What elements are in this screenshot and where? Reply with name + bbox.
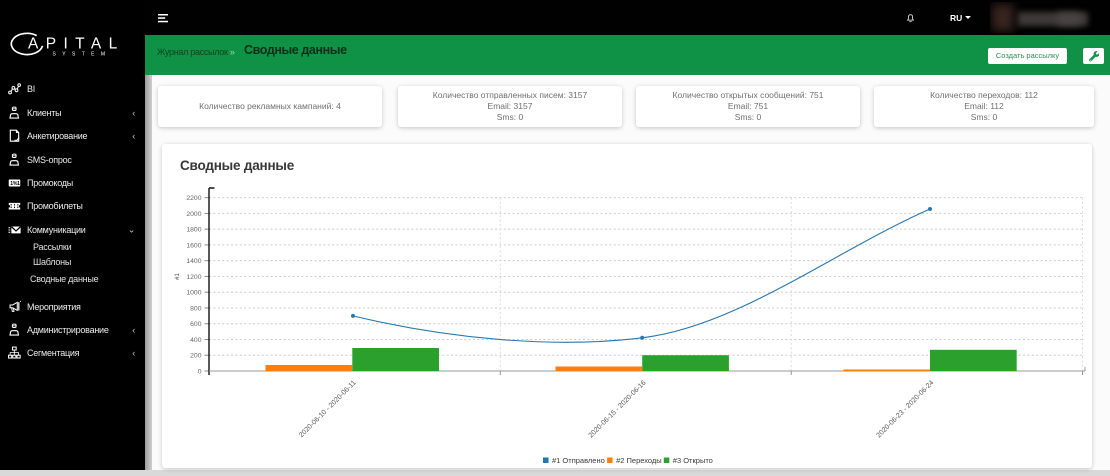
svg-text:#3 Открыто: #3 Открыто — [673, 456, 713, 465]
svg-text:#1: #1 — [175, 273, 181, 280]
svg-text:APITAL: APITAL — [28, 36, 125, 53]
svg-text:2020-06-10 - 2020-06-11: 2020-06-10 - 2020-06-11 — [298, 379, 358, 439]
svg-text:2200: 2200 — [186, 195, 201, 202]
svg-text:1400: 1400 — [186, 258, 201, 265]
svg-text:1%1: 1%1 — [10, 181, 20, 187]
svg-text:0: 0 — [198, 368, 202, 375]
svg-text:SYSTEM: SYSTEM — [53, 52, 112, 58]
svg-text:#2 Переходы: #2 Переходы — [616, 456, 662, 465]
svg-text:1000: 1000 — [186, 290, 201, 297]
svg-text:2020-06-15 - 2020-06-16: 2020-06-15 - 2020-06-16 — [588, 379, 648, 439]
svg-text:1600: 1600 — [186, 242, 201, 249]
svg-text:1800: 1800 — [186, 227, 201, 234]
svg-text:200: 200 — [190, 353, 202, 360]
svg-text:1200: 1200 — [186, 274, 201, 281]
svg-text:600: 600 — [190, 321, 202, 328]
svg-text:#1 Отправлено: #1 Отправлено — [552, 456, 605, 465]
svg-text:800: 800 — [190, 305, 202, 312]
svg-text:2020-06-23 - 2020-06-24: 2020-06-23 - 2020-06-24 — [875, 379, 935, 439]
svg-text:400: 400 — [190, 337, 202, 344]
svg-text:2000: 2000 — [186, 211, 201, 218]
